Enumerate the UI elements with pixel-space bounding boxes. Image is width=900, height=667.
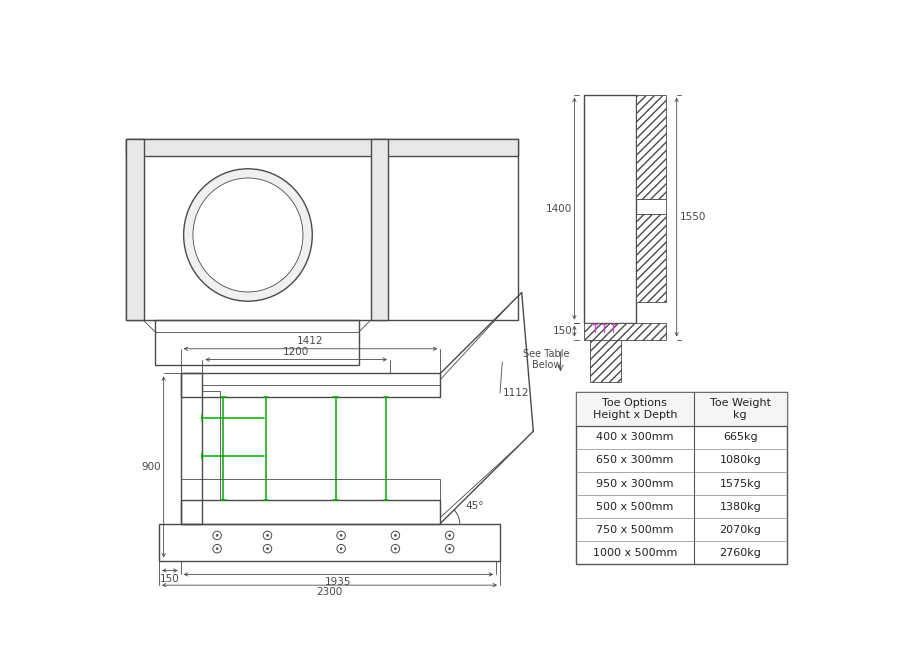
Circle shape xyxy=(263,531,272,540)
Bar xyxy=(143,156,371,320)
Circle shape xyxy=(340,534,342,536)
Bar xyxy=(584,323,666,340)
Bar xyxy=(126,139,143,320)
Circle shape xyxy=(446,544,454,553)
Bar xyxy=(636,199,666,214)
Text: 400 x 300mm: 400 x 300mm xyxy=(596,432,673,442)
Text: 2070kg: 2070kg xyxy=(719,525,761,535)
Bar xyxy=(202,385,440,396)
Text: 650 x 300mm: 650 x 300mm xyxy=(596,456,673,466)
Bar xyxy=(126,139,143,320)
Bar xyxy=(181,374,202,524)
Circle shape xyxy=(213,544,221,553)
Circle shape xyxy=(263,544,272,553)
Text: 1412: 1412 xyxy=(297,336,324,346)
Circle shape xyxy=(337,544,346,553)
Bar xyxy=(159,524,500,560)
Ellipse shape xyxy=(193,178,303,292)
Circle shape xyxy=(216,548,218,550)
Text: 1112: 1112 xyxy=(502,388,529,398)
Bar xyxy=(126,139,518,320)
Text: 950 x 300mm: 950 x 300mm xyxy=(596,478,673,488)
Text: 2760kg: 2760kg xyxy=(719,548,761,558)
Bar xyxy=(590,340,621,382)
Circle shape xyxy=(216,534,218,536)
Bar xyxy=(636,95,666,199)
Circle shape xyxy=(449,534,451,536)
Text: 1000 x 500mm: 1000 x 500mm xyxy=(593,548,677,558)
Circle shape xyxy=(392,531,400,540)
Text: 1935: 1935 xyxy=(325,577,352,587)
Circle shape xyxy=(392,544,400,553)
Text: 150: 150 xyxy=(553,326,572,336)
Text: 45°: 45° xyxy=(465,501,483,511)
Bar xyxy=(371,139,388,320)
Circle shape xyxy=(266,534,268,536)
Text: Toe Options
Height x Depth: Toe Options Height x Depth xyxy=(592,398,677,420)
Text: 900: 900 xyxy=(141,462,161,472)
Text: 1380kg: 1380kg xyxy=(719,502,761,512)
Bar xyxy=(576,392,787,426)
Ellipse shape xyxy=(184,169,312,301)
Bar xyxy=(584,95,636,323)
Text: 1575kg: 1575kg xyxy=(719,478,761,488)
Bar xyxy=(155,320,359,365)
Circle shape xyxy=(266,548,268,550)
Text: 2300: 2300 xyxy=(317,588,343,598)
Bar xyxy=(181,479,440,500)
Text: 665kg: 665kg xyxy=(723,432,758,442)
Circle shape xyxy=(340,548,342,550)
Circle shape xyxy=(449,548,451,550)
Bar xyxy=(202,391,220,500)
Bar xyxy=(181,374,440,396)
Circle shape xyxy=(213,531,221,540)
Bar xyxy=(576,392,787,564)
Text: 1200: 1200 xyxy=(283,348,310,358)
Bar xyxy=(636,214,666,301)
Text: Toe Weight
kg: Toe Weight kg xyxy=(710,398,770,420)
Bar xyxy=(126,139,518,156)
Circle shape xyxy=(337,531,346,540)
Circle shape xyxy=(394,534,396,536)
Bar xyxy=(388,156,518,320)
Bar xyxy=(181,500,440,524)
Text: 1080kg: 1080kg xyxy=(719,456,761,466)
Bar xyxy=(126,139,518,156)
Circle shape xyxy=(394,548,396,550)
Text: 1550: 1550 xyxy=(680,212,706,222)
Text: 150: 150 xyxy=(160,574,180,584)
Bar xyxy=(371,139,388,320)
Text: See Table
Below: See Table Below xyxy=(523,349,570,370)
Circle shape xyxy=(446,531,454,540)
Text: 500 x 500mm: 500 x 500mm xyxy=(596,502,673,512)
Text: 750 x 500mm: 750 x 500mm xyxy=(596,525,673,535)
Text: 1400: 1400 xyxy=(545,203,572,213)
